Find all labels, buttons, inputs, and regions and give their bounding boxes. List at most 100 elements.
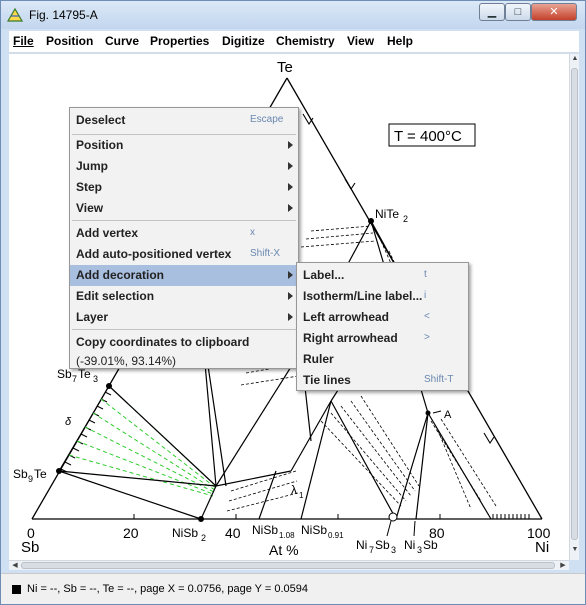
close-button[interactable]: ✕ [531, 3, 577, 21]
label-ni3sb: Ni 3 Sb [404, 538, 438, 555]
menu-separator [72, 329, 296, 330]
submenu-item-isotherm[interactable]: Isotherm/Line label... i [303, 289, 427, 303]
label-ni7sb3: Ni 7 Sb 3 [356, 538, 396, 555]
menu-chemistry[interactable]: Chemistry [276, 34, 335, 48]
horizontal-scrollbar[interactable]: ◀ ▶ [9, 560, 569, 570]
label-sb7te3: Sb 7 Te 3 [57, 367, 98, 384]
svg-text:NiSb: NiSb [172, 526, 198, 540]
menu-separator [72, 134, 296, 135]
menu-file[interactable]: File [13, 34, 34, 48]
svg-text:Sb: Sb [57, 367, 72, 381]
menu-item-add-auto-vertex[interactable]: Add auto-positioned vertex Shift-X [76, 247, 281, 261]
menu-item-position[interactable]: Position [70, 135, 298, 156]
label-nite2: NiTe 2 [375, 207, 408, 224]
context-menu: Deselect Escape Position Jump Step View … [69, 107, 299, 369]
minimize-button[interactable]: ▁ [479, 3, 505, 21]
svg-text:NiSb: NiSb [301, 523, 327, 537]
menu-item-layer[interactable]: Layer [70, 307, 298, 328]
label-point-a: A [444, 409, 452, 421]
status-bar: Ni = --, Sb = --, Te = --, page X = 0.07… [1, 573, 585, 604]
vertical-scroll-thumb[interactable] [571, 68, 578, 540]
vertical-scrollbar[interactable]: ▲ ▼ [569, 54, 579, 560]
submenu-item-right-arrowhead[interactable]: Right arrowhead > [303, 331, 430, 345]
temperature-box [388, 123, 476, 147]
menu-view[interactable]: View [347, 34, 375, 48]
submenu-item-label[interactable]: Label... t [303, 268, 427, 282]
svg-text:9: 9 [28, 474, 33, 484]
app-icon [7, 7, 23, 22]
tick-80: 80 [429, 525, 445, 541]
submenu-arrow-icon [288, 162, 293, 170]
submenu-arrow-icon [288, 271, 293, 279]
submenu-arrow-icon [288, 204, 293, 212]
svg-text:NiSb: NiSb [252, 523, 278, 537]
svg-text:1.08: 1.08 [279, 531, 295, 540]
menu-item-copy-coordinates[interactable]: Copy coordinates to clipboard [76, 335, 250, 349]
svg-text:2: 2 [201, 533, 206, 543]
svg-text:7: 7 [369, 545, 374, 555]
label-delta: δ [65, 416, 72, 428]
svg-text:Te: Te [78, 367, 91, 381]
submenu-arrow-icon [288, 183, 293, 191]
scroll-right-icon[interactable]: ▶ [560, 562, 566, 569]
menu-item-view[interactable]: View [70, 198, 298, 219]
tick-40: 40 [225, 525, 241, 541]
menu-position[interactable]: Position [46, 34, 94, 48]
menu-item-add-decoration[interactable]: Add decoration [70, 265, 298, 286]
submenu-arrow-icon [288, 141, 293, 149]
menu-item-add-vertex[interactable]: Add vertex x [76, 226, 255, 240]
menu-item-jump[interactable]: Jump [70, 156, 298, 177]
temperature-label: T = 400°C [394, 128, 462, 145]
svg-text:3: 3 [93, 374, 98, 384]
color-swatch-icon [12, 585, 21, 594]
scroll-down-icon[interactable]: ▼ [571, 546, 579, 553]
svg-text:Ni: Ni [404, 538, 415, 552]
corner-sb-label: Sb [21, 539, 39, 556]
label-lambda1: λ 1 [291, 483, 304, 500]
menu-properties[interactable]: Properties [150, 34, 210, 48]
apex-te-label: Te [277, 59, 293, 76]
title-bar[interactable]: Fig. 14795-A ▁ □ ✕ [1, 1, 585, 29]
submenu-arrow-icon [288, 292, 293, 300]
menu-item-edit-selection[interactable]: Edit selection [70, 286, 298, 307]
menu-separator [72, 220, 296, 221]
horizontal-scroll-thumb[interactable] [21, 562, 555, 569]
label-nisb108: NiSb 1.08 [252, 523, 295, 540]
axis-caption: At % [269, 542, 299, 558]
svg-text:0.91: 0.91 [328, 531, 344, 540]
label-sb9te: Sb 9 Te [13, 467, 47, 484]
tick-0: 0 [27, 525, 35, 541]
submenu-item-tie-lines[interactable]: Tie lines Shift-T [303, 373, 454, 387]
svg-text:NiTe: NiTe [375, 207, 399, 221]
scroll-up-icon[interactable]: ▲ [571, 55, 579, 62]
svg-text:3: 3 [417, 545, 422, 555]
svg-text:Sb: Sb [423, 538, 438, 552]
menu-bar: File Position Curve Properties Digitize … [9, 31, 579, 53]
menu-item-deselect[interactable]: Deselect Escape [76, 113, 284, 127]
svg-text:1: 1 [299, 491, 304, 500]
svg-text:3: 3 [391, 545, 396, 555]
status-text: Ni = --, Sb = --, Te = --, page X = 0.07… [27, 583, 308, 595]
svg-text:7: 7 [72, 374, 77, 384]
svg-text:2: 2 [403, 214, 408, 224]
submenu-item-left-arrowhead[interactable]: Left arrowhead < [303, 310, 430, 324]
label-nisb091: NiSb 0.91 [301, 523, 344, 540]
submenu-item-ruler[interactable]: Ruler [303, 352, 334, 366]
menu-item-step[interactable]: Step [70, 177, 298, 198]
svg-text:Sb: Sb [13, 467, 28, 481]
tick-100: 100 [527, 525, 551, 541]
submenu-arrow-icon [288, 313, 293, 321]
menu-help[interactable]: Help [387, 34, 414, 48]
menu-curve[interactable]: Curve [105, 34, 140, 48]
decoration-submenu: Label... t Isotherm/Line label... i Left… [296, 262, 469, 391]
label-nisb2: NiSb 2 [172, 526, 206, 543]
menu-digitize[interactable]: Digitize [222, 34, 265, 48]
scroll-left-icon[interactable]: ◀ [12, 562, 18, 569]
maximize-button[interactable]: □ [505, 3, 531, 21]
svg-text:Ni: Ni [356, 538, 367, 552]
tick-20: 20 [123, 525, 139, 541]
coordinates-readout: (-39.01%, 93.14%) [76, 354, 177, 368]
window-title: Fig. 14795-A [29, 8, 98, 22]
svg-text:λ: λ [291, 483, 297, 497]
svg-text:Sb: Sb [375, 538, 390, 552]
